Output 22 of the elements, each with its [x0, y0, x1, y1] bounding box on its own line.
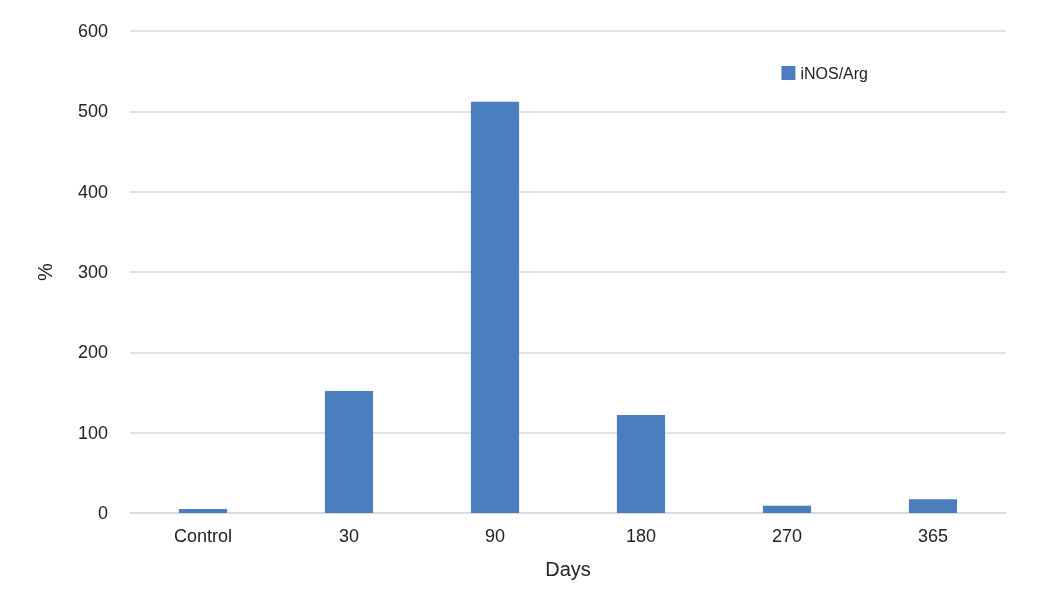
y-tick-label: 100 — [77, 422, 108, 443]
y-tick-label: 400 — [77, 181, 108, 202]
bar — [324, 390, 374, 513]
y-axis-title: % — [34, 262, 56, 281]
bar — [762, 505, 812, 513]
bar — [908, 499, 958, 513]
x-tick-label: 180 — [625, 526, 657, 546]
x-axis-title: Days — [545, 558, 591, 580]
x-tick-label: 270 — [771, 526, 803, 546]
legend-label: iNOS/Arg — [800, 64, 869, 82]
y-tick-label: 300 — [77, 262, 108, 282]
y-tick-label: 200 — [77, 342, 108, 363]
y-tick-label: 600 — [77, 21, 108, 41]
y-tick-label: 0 — [97, 503, 108, 523]
x-tick-label: 365 — [917, 526, 949, 546]
bar — [178, 508, 228, 513]
bar — [470, 101, 520, 513]
x-tick-label: 90 — [484, 526, 506, 546]
x-tick-label: Control — [173, 526, 233, 546]
x-tick-label: 30 — [338, 526, 360, 546]
bar — [616, 414, 666, 513]
y-tick-label: 500 — [77, 101, 108, 122]
